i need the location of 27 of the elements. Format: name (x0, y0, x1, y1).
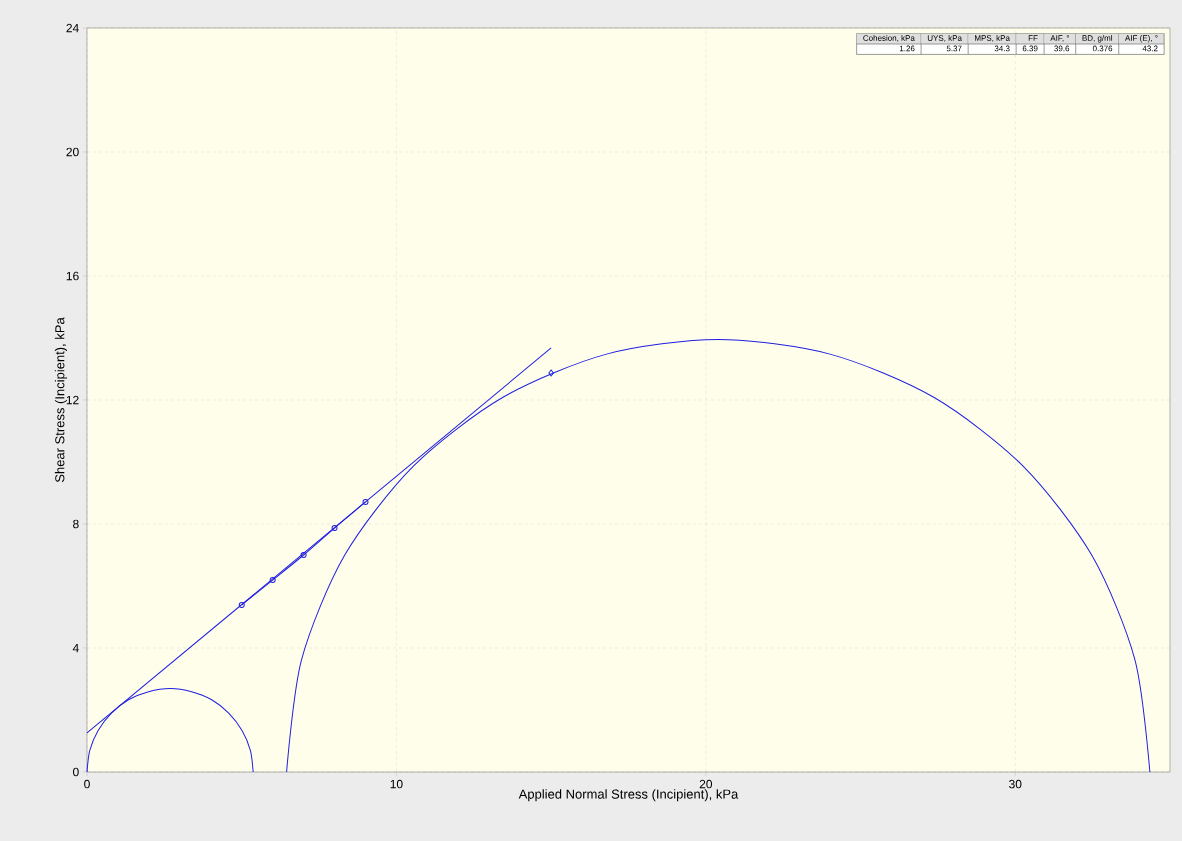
annotation: AIF, ° (1050, 35, 1070, 42)
x-axis-title: Applied Normal Stress (Incipient), kPa (518, 789, 739, 802)
annotation: 6.39 (1022, 45, 1038, 52)
annotation: FF (1028, 35, 1038, 41)
annotation: 39.6 (1054, 45, 1070, 52)
annotation: Cohesion, kPa (863, 35, 915, 42)
y-axis-title: Shear Stress (Incipient), kPa (54, 317, 67, 483)
y-tick-label: 24 (66, 23, 79, 33)
annotation: 5.37 (946, 45, 962, 52)
annotation: 0.376 (1092, 45, 1113, 52)
x-tick-label: 10 (390, 779, 403, 789)
y-tick-label: 20 (66, 147, 79, 157)
annotation: MPS, kPa (975, 35, 1010, 42)
y-tick-label: 0 (73, 767, 79, 777)
annotation: 1.26 (899, 45, 915, 52)
annotation: BD, g/ml (1082, 35, 1113, 43)
x-tick-label: 30 (1009, 779, 1022, 789)
x-tick-label: 20 (699, 779, 713, 789)
annotation: 43.2 (1142, 45, 1158, 52)
y-tick-label: 8 (73, 519, 79, 529)
annotation: UYS, kPa (927, 35, 962, 42)
y-tick-label: 16 (66, 271, 79, 281)
annotation: 34.3 (994, 45, 1010, 52)
y-tick-label: 4 (72, 643, 79, 653)
annotation: AIF (E), ° (1124, 35, 1158, 43)
y-tick-label: 12 (66, 395, 79, 405)
x-tick-label: 0 (84, 779, 90, 789)
